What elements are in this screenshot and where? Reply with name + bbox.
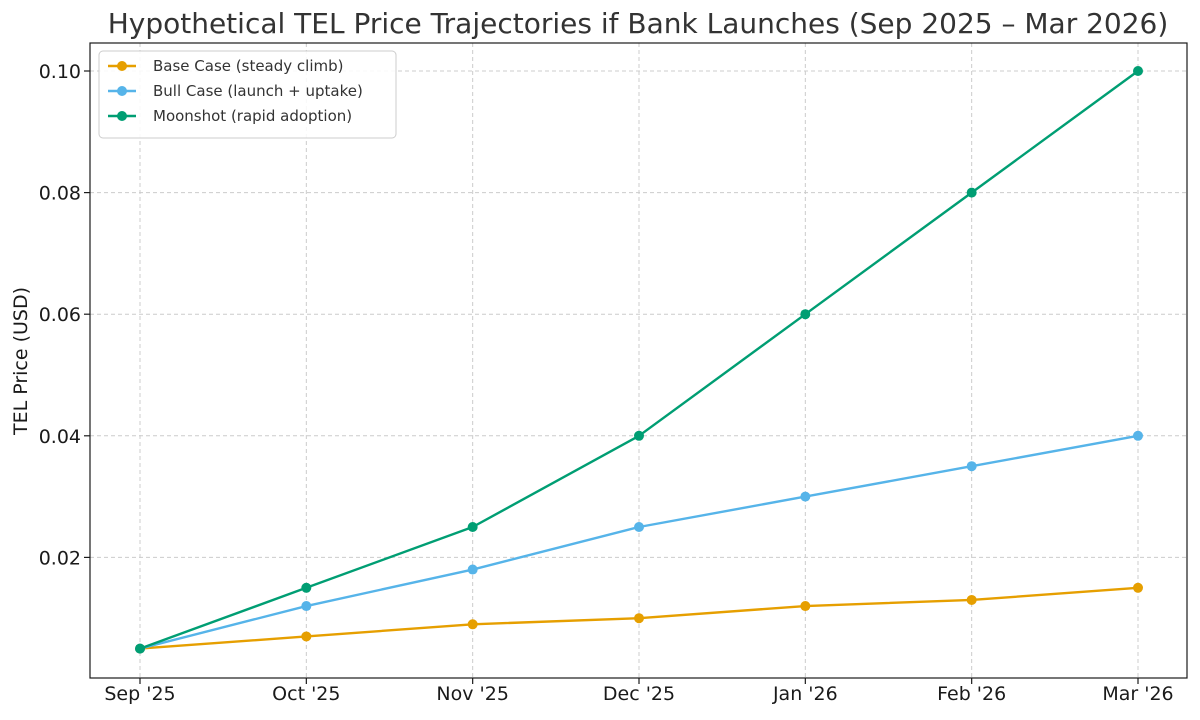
series-group — [135, 66, 1143, 654]
x-tick-label: Dec '25 — [603, 683, 675, 705]
y-tick-label: 0.02 — [39, 547, 81, 569]
data-point — [800, 491, 811, 502]
data-point — [1133, 430, 1143, 441]
data-point — [467, 522, 478, 532]
y-axis-title: TEL Price (USD) — [10, 287, 32, 436]
ticks: Sep '25 Oct '25 Nov '25 Dec '25 Jan '26 Feb '… — [39, 61, 1174, 705]
data-point — [634, 613, 644, 624]
x-tick-label: Oct '25 — [272, 683, 340, 705]
chart-title: Hypothetical TEL Price Trajectories if B… — [108, 7, 1169, 40]
legend-swatch-marker — [117, 111, 127, 121]
data-point — [301, 601, 312, 612]
legend-item: Moonshot (rapid adoption) — [108, 107, 352, 125]
data-point — [966, 594, 977, 605]
data-point — [800, 309, 811, 320]
y-tick-label: 0.04 — [39, 426, 81, 448]
data-point — [301, 631, 312, 642]
data-point — [1133, 582, 1143, 593]
y-tick-label: 0.06 — [39, 304, 81, 326]
legend-swatch-marker — [117, 61, 127, 71]
data-point — [966, 461, 977, 472]
data-point — [467, 619, 478, 630]
data-point — [634, 522, 644, 532]
legend-label: Base Case (steady climb) — [153, 57, 343, 75]
data-point — [634, 430, 644, 441]
x-tick-label: Feb '26 — [937, 683, 1006, 705]
x-tick-label: Jan '26 — [772, 683, 838, 705]
x-tick-label: Sep '25 — [104, 683, 175, 705]
x-tick-label: Mar '26 — [1102, 683, 1173, 705]
y-tick-label: 0.08 — [39, 183, 81, 205]
data-point — [301, 582, 312, 593]
legend-item: Bull Case (launch + uptake) — [108, 82, 363, 100]
data-point — [467, 564, 478, 575]
legend: Base Case (steady climb) Bull Case (launc… — [98, 50, 397, 139]
series-3 — [135, 66, 1143, 654]
series-1 — [135, 582, 1143, 654]
y-tick-label: 0.10 — [39, 61, 81, 83]
data-point — [135, 643, 145, 654]
legend-box — [98, 50, 397, 139]
grid — [90, 43, 1187, 678]
x-tick-label: Nov '25 — [436, 683, 509, 705]
data-point — [800, 601, 811, 612]
legend-swatch-marker — [117, 86, 127, 96]
legend-item: Base Case (steady climb) — [108, 57, 343, 75]
data-point — [1133, 66, 1143, 76]
legend-label: Moonshot (rapid adoption) — [153, 107, 352, 125]
data-point — [966, 187, 977, 198]
legend-label: Bull Case (launch + uptake) — [153, 82, 363, 100]
